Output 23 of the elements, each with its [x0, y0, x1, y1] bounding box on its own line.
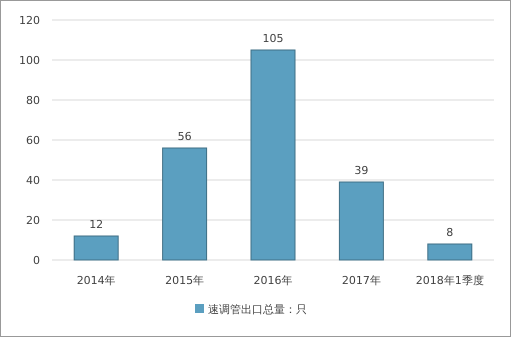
- data-label: 12: [89, 218, 104, 231]
- x-tick-label: 2015年: [165, 274, 204, 287]
- y-tick-label: 120: [19, 14, 40, 27]
- y-tick-label: 0: [33, 254, 40, 267]
- x-tick-label: 2014年: [76, 274, 116, 287]
- y-tick-label: 80: [26, 94, 40, 107]
- x-tick-label: 2017年: [342, 274, 381, 287]
- legend-label: 速调管出口总量：只: [208, 303, 307, 316]
- y-tick-label: 100: [19, 54, 40, 67]
- bar: [74, 236, 119, 260]
- y-tick-label: 20: [26, 214, 40, 227]
- data-label: 105: [262, 32, 284, 45]
- data-label: 39: [354, 164, 368, 177]
- bar: [162, 148, 208, 260]
- bar: [250, 50, 296, 260]
- y-tick-label: 40: [26, 174, 40, 187]
- data-label: 56: [178, 130, 192, 143]
- bar: [427, 244, 472, 260]
- data-label: 8: [446, 226, 454, 239]
- x-tick-label: 2018年1季度: [416, 274, 484, 287]
- y-tick-label: 60: [26, 134, 40, 147]
- bar: [338, 182, 384, 260]
- x-tick-label: 2016年: [254, 274, 292, 287]
